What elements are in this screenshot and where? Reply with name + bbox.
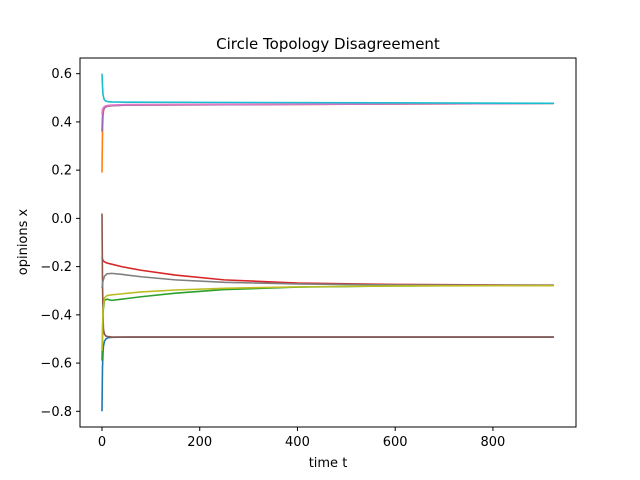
x-axis-ticks: 0 200 400 600 800: [98, 427, 505, 450]
series-line-8: [101, 272, 555, 289]
series-line-9: [101, 284, 555, 352]
y-tick-label: −0.6: [40, 357, 72, 372]
y-axis-title: opinions x: [16, 208, 31, 275]
y-tick-label: 0.0: [51, 212, 72, 227]
x-axis-title: time t: [309, 456, 348, 471]
plot-frame: [79, 57, 577, 428]
y-tick-label: 0.2: [51, 164, 72, 179]
y-tick-label: −0.2: [40, 260, 72, 275]
x-tick-label: 400: [285, 435, 310, 450]
x-tick-label: 0: [98, 435, 106, 450]
y-axis-ticks: −0.8 −0.6 −0.4 −0.2 0.0 0.2 0.4 0.6: [40, 67, 80, 420]
x-tick-label: 800: [481, 435, 506, 450]
x-tick-label: 600: [383, 435, 408, 450]
series-lines: [101, 73, 555, 412]
series-line-7: [101, 102, 555, 115]
series-line-6: [101, 213, 555, 338]
x-tick-label: 200: [187, 435, 212, 450]
chart-title: Circle Topology Disagreement: [216, 35, 440, 53]
y-tick-label: 0.6: [51, 67, 72, 82]
y-tick-label: −0.8: [40, 405, 72, 420]
series-line-10: [101, 73, 555, 105]
y-tick-label: 0.4: [51, 115, 72, 130]
y-tick-label: −0.4: [40, 308, 72, 323]
